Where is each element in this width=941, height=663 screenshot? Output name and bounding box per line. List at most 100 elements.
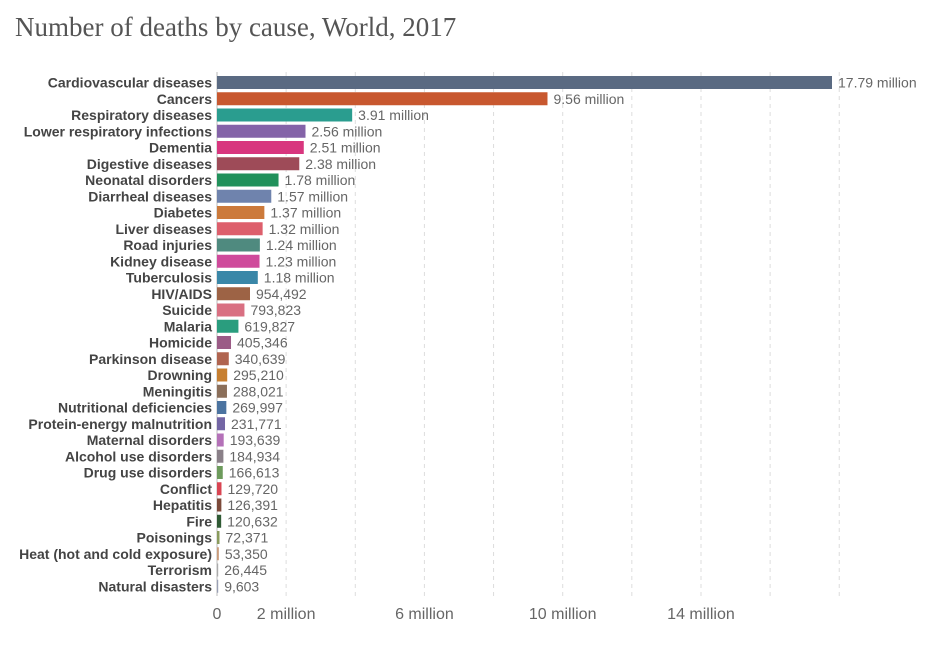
bar xyxy=(217,189,272,203)
category-label: HIV/AIDS xyxy=(151,286,212,302)
value-label: 166,613 xyxy=(229,465,280,481)
category-label: Respiratory diseases xyxy=(71,107,212,123)
chart-title: Number of deaths by cause, World, 2017 xyxy=(15,12,457,42)
bars xyxy=(217,76,832,593)
value-label: 72,371 xyxy=(226,530,269,546)
value-label: 9.56 million xyxy=(553,91,624,107)
value-label: 340,639 xyxy=(235,351,286,367)
bar xyxy=(217,563,219,577)
category-label: Hepatitis xyxy=(153,497,212,513)
value-label: 26,445 xyxy=(224,562,267,578)
category-label: Poisonings xyxy=(137,530,213,546)
category-label: Lower respiratory infections xyxy=(24,123,212,139)
value-label: 619,827 xyxy=(244,318,295,334)
value-label: 193,639 xyxy=(230,432,281,448)
bar xyxy=(217,141,304,154)
category-label: Maternal disorders xyxy=(87,432,212,448)
value-label: 9,603 xyxy=(224,578,259,594)
value-label: 184,934 xyxy=(229,448,280,464)
category-label: Drug use disorders xyxy=(84,465,213,481)
category-label: Cardiovascular diseases xyxy=(48,75,212,91)
x-tick-label: 10 million xyxy=(529,606,597,623)
category-label: Alcohol use disorders xyxy=(65,448,212,464)
category-label: Homicide xyxy=(149,335,212,351)
x-axis-ticks: 0 2 million 6 million 10 million 14 million xyxy=(213,606,735,623)
x-tick-label: 14 million xyxy=(667,606,735,623)
category-label: Diarrheal diseases xyxy=(88,188,212,204)
bar xyxy=(217,303,245,317)
bar xyxy=(217,222,263,236)
value-label: 1.78 million xyxy=(285,172,356,188)
bar xyxy=(217,466,223,479)
bar xyxy=(217,579,219,593)
value-label: 17.79 million xyxy=(838,75,917,91)
bar xyxy=(217,173,279,187)
category-label: Conflict xyxy=(160,481,212,497)
category-label: Cancers xyxy=(157,91,212,107)
value-label: 1.18 million xyxy=(264,270,335,286)
bar xyxy=(217,531,220,544)
bar xyxy=(217,271,258,284)
bar xyxy=(217,482,222,496)
bar xyxy=(217,76,832,89)
bar xyxy=(217,319,239,333)
category-label: Suicide xyxy=(162,302,212,318)
category-label: Road injuries xyxy=(123,237,212,253)
category-label: Meningitis xyxy=(143,383,212,399)
bar xyxy=(217,254,260,268)
x-tick-label: 6 million xyxy=(395,606,454,623)
value-label: 1.57 million xyxy=(277,188,348,204)
category-label: Liver diseases xyxy=(115,221,212,237)
value-label: 295,210 xyxy=(233,367,284,383)
value-label: 954,492 xyxy=(256,286,307,302)
value-label: 793,823 xyxy=(250,302,301,318)
value-label: 2.51 million xyxy=(310,140,381,156)
category-label: Drowning xyxy=(147,367,212,383)
value-label: 1.23 million xyxy=(266,253,337,269)
bar xyxy=(217,547,219,561)
value-label: 120,632 xyxy=(227,513,278,529)
bar xyxy=(217,108,353,122)
category-label: Neonatal disorders xyxy=(85,172,212,188)
category-label: Kidney disease xyxy=(110,253,212,269)
bar xyxy=(217,352,229,366)
bar xyxy=(217,206,265,219)
value-label: 2.56 million xyxy=(311,123,382,139)
category-label: Dementia xyxy=(149,140,212,156)
bar xyxy=(217,401,227,414)
value-label: 1.37 million xyxy=(270,205,341,221)
category-label: Fire xyxy=(186,513,212,529)
bar xyxy=(217,384,227,398)
bar xyxy=(217,157,300,171)
bar xyxy=(217,238,260,252)
value-label: 1.32 million xyxy=(269,221,340,237)
value-label: 126,391 xyxy=(227,497,278,513)
category-label: Digestive diseases xyxy=(87,156,213,172)
bar xyxy=(217,433,224,447)
bar xyxy=(217,287,250,301)
value-label: 405,346 xyxy=(237,335,288,351)
category-label: Heat (hot and cold exposure) xyxy=(19,546,212,562)
value-label: 269,997 xyxy=(232,400,283,416)
value-label: 129,720 xyxy=(227,481,278,497)
x-tick-label: 2 million xyxy=(257,606,316,623)
bar xyxy=(217,92,548,106)
x-tick-label: 0 xyxy=(213,606,222,623)
category-label: Natural disasters xyxy=(98,578,212,594)
category-label: Parkinson disease xyxy=(89,351,212,367)
bar xyxy=(217,336,232,349)
bar xyxy=(217,449,224,463)
labels: Cardiovascular diseases 17.79 million Canc… xyxy=(19,75,917,595)
bar xyxy=(217,368,228,382)
category-label: Terrorism xyxy=(148,562,212,578)
value-label: 1.24 million xyxy=(266,237,337,253)
bar xyxy=(217,498,222,512)
bar xyxy=(217,514,222,528)
value-label: 288,021 xyxy=(233,383,284,399)
category-label: Nutritional deficiencies xyxy=(58,400,212,416)
category-label: Tuberculosis xyxy=(126,270,212,286)
value-label: 3.91 million xyxy=(358,107,429,123)
value-label: 2.38 million xyxy=(305,156,376,172)
value-label: 53,350 xyxy=(225,546,268,562)
